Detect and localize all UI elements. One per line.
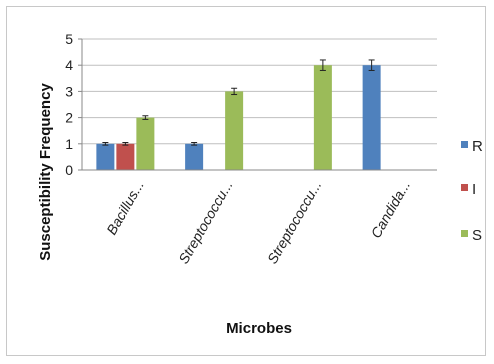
x-tick-label: Streptococcu... <box>175 178 236 267</box>
bar-R-1 <box>185 143 204 170</box>
y-tick-label: 3 <box>65 83 73 99</box>
y-tick-label: 1 <box>65 136 73 152</box>
legend-swatch-S <box>461 230 468 237</box>
error-bars <box>102 59 375 146</box>
bar-R-3 <box>362 65 381 170</box>
gridlines <box>82 38 437 145</box>
legend-label-I: I <box>472 181 476 198</box>
y-tick-label: 4 <box>65 57 73 73</box>
y-tick-label: 2 <box>65 110 73 126</box>
bar-I-0 <box>116 143 135 170</box>
bar-R-0 <box>96 143 115 170</box>
bar-S-1 <box>225 91 244 170</box>
y-tick-label: 5 <box>65 31 73 47</box>
chart-frame <box>6 6 486 356</box>
bar-S-0 <box>136 117 155 170</box>
legend: R I S <box>461 138 483 244</box>
legend-swatch-R <box>461 141 468 148</box>
bar-S-2 <box>313 65 332 170</box>
x-tick-labels: Bacillus... Streptococcu... Streptococcu..… <box>103 178 413 267</box>
x-tick-label: Streptococcu... <box>264 178 325 267</box>
y-tick-label: 0 <box>65 162 73 178</box>
legend-label-S: S <box>472 227 482 244</box>
x-tick-label: Candida... <box>367 178 413 241</box>
x-axis-title: Microbes <box>226 320 292 337</box>
y-tick-labels: 0 1 2 3 4 5 <box>65 31 82 178</box>
legend-label-R: R <box>472 138 483 155</box>
legend-swatch-I <box>461 184 468 191</box>
y-axis-title: Susceptibility Frequency <box>37 83 54 261</box>
bars <box>96 65 381 170</box>
x-tick-label: Bacillus... <box>103 178 147 238</box>
